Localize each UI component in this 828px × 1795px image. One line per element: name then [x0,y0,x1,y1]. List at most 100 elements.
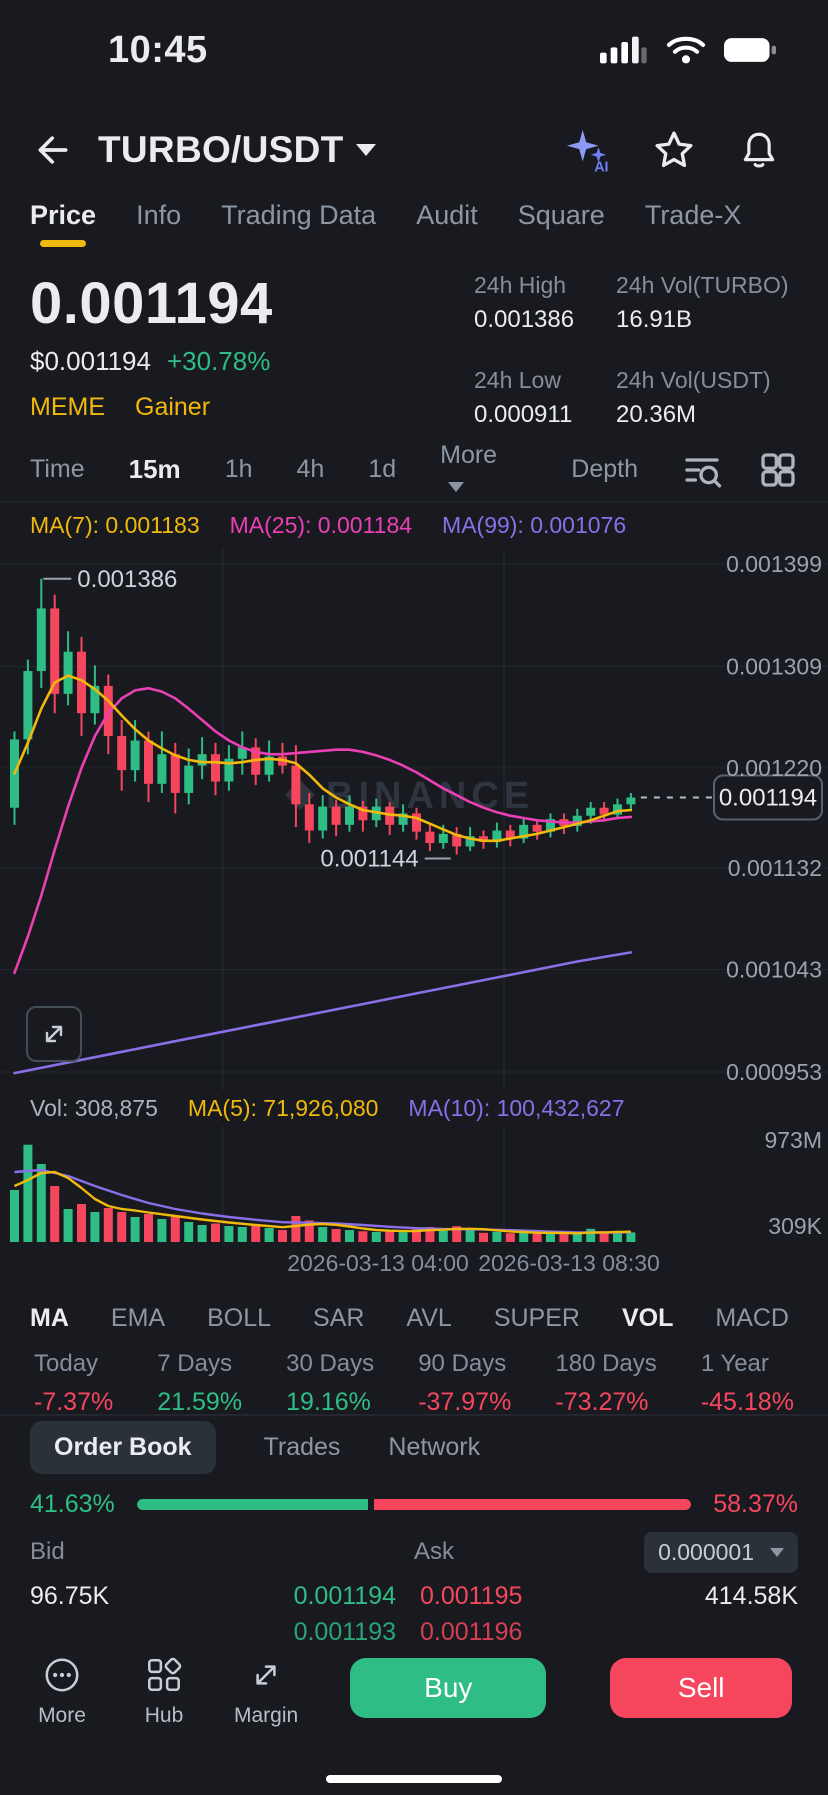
tag-gainer[interactable]: Gainer [135,393,211,421]
stat-low-label: 24h Low [474,367,561,393]
stat-vol-quote-label: 24h Vol(USDT) [616,367,771,393]
x-axis-label-1: 2026-03-13 04:00 [287,1250,469,1276]
price-chart[interactable]: BINANCE 0.001386 0.001144 0.001194 0.001399 0… [0,548,828,1090]
volume-chart[interactable]: 973M 309K [0,1126,828,1244]
perf-label: Today [34,1350,99,1377]
more-caret-icon [448,481,465,492]
last-price: 0.001194 [30,271,273,336]
ma25-label: MA(25): 0.001184 [229,511,413,538]
ai-assistant-icon[interactable]: AI [564,127,610,173]
buy-percent: 41.63% [30,1489,115,1518]
x-axis-label-2: 2026-03-13 08:30 [478,1250,660,1276]
performance-strip: Today -7.37% 7 Days 21.59% 30 Days 19.16% 9… [0,1348,828,1416]
perf-value: -37.97% [418,1388,512,1416]
clock-text: 10:45 [108,28,208,71]
tab-trading-data[interactable]: Trading Data [221,200,377,230]
candlestick-chart[interactable]: BINANCE0.0013860.0011440.0011940.0013990… [0,548,828,1090]
bid-price[interactable]: 0.001194 [293,1581,396,1610]
timeframe-1d[interactable]: 1d [368,455,397,483]
expand-chart-button[interactable] [26,1006,82,1062]
vol-label: Vol: 308,875 [30,1094,158,1121]
perf-label: 30 Days [286,1350,375,1377]
perf-label: 7 Days [157,1350,232,1377]
status-bar: 10:45 [0,0,828,100]
battery-icon [724,38,776,62]
stats-grid: 24h High 0.001386 24h Vol(TURBO) 16.91B … [474,272,792,438]
indicator-tab-ma[interactable]: MA [30,1303,69,1332]
timeframe-time[interactable]: Time [30,455,85,483]
bid-price[interactable]: 0.001193 [293,1618,396,1640]
tab-network[interactable]: Network [388,1432,481,1461]
svg-text:0.000953: 0.000953 [726,1059,822,1085]
svg-text:309K: 309K [768,1213,822,1239]
sell-ratio-fill [373,1498,692,1510]
indicator-settings-icon[interactable] [682,450,722,490]
vol-ma10-label: MA(10): 100,432,627 [408,1094,625,1121]
svg-text:0.001194: 0.001194 [719,784,817,811]
depth-button[interactable]: Depth [571,455,638,483]
back-arrow-icon[interactable] [34,131,72,169]
orderbook-row[interactable]: 96.75K 0.001194 0.001195 414.58K [0,1574,828,1618]
layout-grid-icon[interactable] [758,450,798,490]
tab-audit[interactable]: Audit [416,200,478,230]
ratio-gap [367,1498,374,1510]
stat-vol-base-label: 24h Vol(TURBO) [616,272,789,298]
indicator-tab-ema[interactable]: EMA [110,1303,166,1332]
ask-qty: 414.58K [704,1581,798,1610]
depth-ratio: 41.63% 58.37% [0,1478,828,1530]
hub-grid-icon [148,1657,182,1691]
wifi-icon [666,36,706,64]
ask-price[interactable]: 0.001196 [420,1618,523,1640]
svg-text:0.001043: 0.001043 [726,956,822,982]
favorite-star-icon[interactable] [652,128,696,172]
timeframe-15m[interactable]: 15m [128,454,181,484]
margin-arrows-icon [256,1665,276,1685]
indicator-tab-sar[interactable]: SAR [313,1303,365,1332]
more-button[interactable]: More [30,1654,94,1728]
ma-legend: MA(7): 0.001183 MA(25): 0.001184 MA(99):… [0,502,828,548]
margin-button[interactable]: Margin [234,1654,298,1728]
tag-meme[interactable]: MEME [30,393,105,421]
stat-high-value: 0.001386 [474,306,575,333]
svg-text:0.001144: 0.001144 [320,845,418,872]
price-change: +30.78% [166,346,271,376]
pair-title[interactable]: TURBO/USDT [98,129,344,170]
indicator-tab-macd[interactable]: MACD [715,1303,789,1332]
home-indicator[interactable] [326,1775,502,1783]
tab-square[interactable]: Square [517,200,605,230]
chart-controls: Time 15m 1h 4h 1d More Depth [0,438,828,502]
tab-info[interactable]: Info [136,200,182,230]
timeframe-1h[interactable]: 1h [224,455,253,483]
buy-button[interactable]: Buy [350,1658,547,1718]
price-section: 0.001194 $0.001194 +30.78% MEME Gainer 2… [0,266,828,438]
svg-text:0.001386: 0.001386 [77,566,177,593]
sell-percent: 58.37% [713,1489,798,1518]
indicator-tab-avl[interactable]: AVL [406,1303,452,1332]
tab-order-book[interactable]: Order Book [30,1420,216,1474]
svg-text:0.001399: 0.001399 [726,551,822,577]
timeframe-4h[interactable]: 4h [296,455,325,483]
ask-price[interactable]: 0.001195 [420,1581,523,1610]
notifications-bell-icon[interactable] [738,128,780,172]
bid-qty: 96.75K [30,1581,110,1610]
ask-label: Ask [414,1538,455,1565]
tab-price[interactable]: Price [30,200,96,249]
timeframe-more[interactable]: More [440,441,519,499]
pair-dropdown-icon[interactable] [355,144,376,156]
indicator-tab-super[interactable]: SUPER [493,1303,580,1332]
sell-button[interactable]: Sell [610,1658,792,1718]
hub-button[interactable]: Hub [132,1654,196,1728]
orderbook-row-partial[interactable]: 0.001193 0.001196 [0,1618,828,1640]
bid-ask-header: Bid Ask 0.000001 [0,1530,828,1574]
indicator-tab-boll[interactable]: BOLL [207,1303,272,1332]
tab-trades[interactable]: Trades [263,1432,341,1461]
stat-vol-base-value: 16.91B [616,306,693,333]
tab-trade-x[interactable]: Trade-X [644,200,742,230]
perf-label: 1 Year [700,1350,769,1377]
vol-ma5-label: MA(5): 71,926,080 [187,1094,379,1121]
precision-dropdown[interactable]: 0.000001 [644,1531,798,1573]
svg-text:0.001132: 0.001132 [728,855,822,881]
indicator-tab-vol[interactable]: VOL [621,1303,674,1332]
bottom-action-bar: More Hub Margin Buy Sell [0,1640,828,1795]
